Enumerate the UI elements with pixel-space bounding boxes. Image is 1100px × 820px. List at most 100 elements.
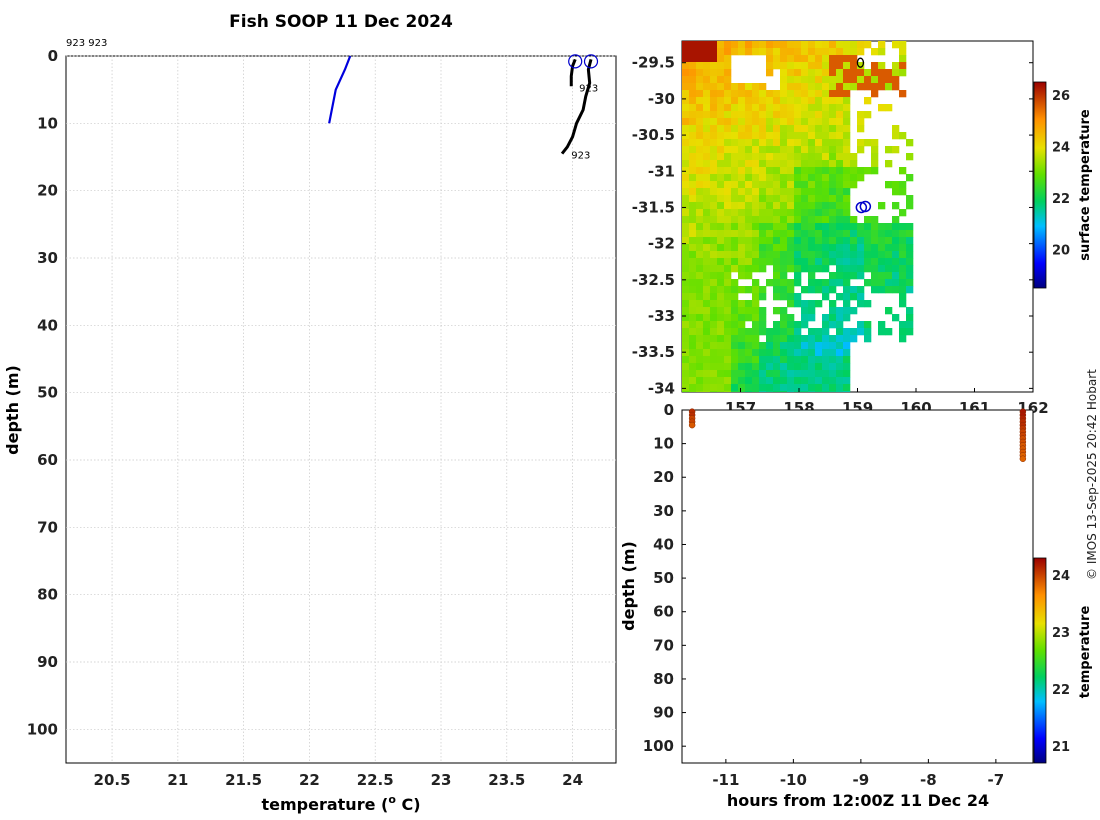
map-sst-cell [808, 202, 816, 210]
map-sst-cell [745, 244, 753, 252]
map-sst-cell [808, 230, 816, 238]
map-sst-cell [780, 335, 788, 343]
map-sst-cell [801, 153, 809, 161]
map-sst-cell [759, 230, 767, 238]
map-sst-cell [745, 202, 753, 210]
map-sst-cell [710, 195, 718, 203]
map-sst-cell [787, 188, 795, 196]
map-sst-cell [843, 160, 851, 168]
map-sst-cell [843, 251, 851, 259]
map-sst-cell [836, 349, 844, 357]
map-sst-cell [794, 321, 802, 329]
depth-time-colorbar-tick: 22 [1052, 683, 1070, 698]
map-sst-cell [738, 174, 746, 182]
map-sst-cell [745, 111, 753, 119]
map-sst-cell [773, 160, 781, 168]
map-sst-cell [808, 125, 816, 133]
map-sst-cell [689, 160, 697, 168]
map-sst-cell [745, 328, 753, 336]
map-sst-cell [836, 202, 844, 210]
map-sst-cell [731, 209, 739, 217]
map-sst-cell [710, 356, 718, 364]
map-sst-cell [836, 132, 844, 140]
map-sst-cell [822, 279, 830, 287]
map-sst-cell [808, 391, 816, 392]
map-sst-cell [682, 83, 690, 91]
map-sst-cell [689, 90, 697, 98]
map-sst-cell [710, 307, 718, 315]
profile-x-tick: 21.5 [225, 771, 262, 789]
map-sst-cell [752, 349, 760, 357]
map-sst-cell [773, 146, 781, 154]
map-sst-cell [836, 328, 844, 336]
map-sst-cell [836, 356, 844, 364]
depth-time-y-tick: 10 [653, 435, 674, 453]
map-sst-cell [808, 83, 816, 91]
map-sst-cell [801, 76, 809, 84]
map-sst-cell [724, 83, 732, 91]
map-sst-cell [780, 132, 788, 140]
map-sst-cell [808, 209, 816, 217]
map-sst-cell [871, 48, 879, 56]
map-sst-cell [829, 83, 837, 91]
map-sst-cell [843, 104, 851, 112]
map-sst-cell [682, 125, 690, 133]
map-sst-cell [829, 160, 837, 168]
map-sst-cell [731, 342, 739, 350]
map-sst-cell [892, 69, 900, 77]
map-sst-cell [682, 146, 690, 154]
map-sst-cell [696, 90, 704, 98]
map-sst-cell [710, 97, 718, 105]
map-sst-cell [829, 370, 837, 378]
map-sst-cell [801, 286, 809, 294]
map-sst-cell [738, 349, 746, 357]
map-sst-cell [801, 314, 809, 322]
map-sst-cell [752, 41, 760, 49]
map-sst-cell [836, 181, 844, 189]
map-sst-cell [829, 230, 837, 238]
map-sst-cell [703, 251, 711, 259]
map-sst-cell [808, 174, 816, 182]
map-sst-cell [899, 237, 907, 245]
map-sst-cell [892, 132, 900, 140]
profile-y-tick: 30 [37, 249, 58, 267]
map-sst-cell [745, 97, 753, 105]
map-sst-cell [731, 111, 739, 119]
map-sst-cell [829, 41, 837, 49]
map-sst-cell [724, 244, 732, 252]
map-sst-cell [780, 41, 788, 49]
map-sst-cell [815, 279, 823, 287]
map-sst-cell [829, 258, 837, 266]
map-sst-cell [808, 384, 816, 392]
map-sst-cell [752, 370, 760, 378]
map-sst-cell [745, 216, 753, 224]
map-sst-cell [843, 216, 851, 224]
map-sst-cell [752, 321, 760, 329]
map-sst-cell [773, 118, 781, 126]
map-sst-cell [710, 55, 718, 63]
map-sst-cell [773, 279, 781, 287]
map-sst-cell [689, 321, 697, 329]
map-sst-cell [857, 167, 865, 175]
map-sst-cell [689, 118, 697, 126]
map-sst-cell [801, 384, 809, 392]
map-sst-cell [864, 223, 872, 231]
map-sst-cell [801, 377, 809, 385]
map-sst-cell [815, 195, 823, 203]
map-sst-cell [850, 258, 858, 266]
map-sst-cell [787, 209, 795, 217]
map-sst-cell [689, 104, 697, 112]
map-sst-cell [766, 370, 774, 378]
map-sst-cell [892, 244, 900, 252]
map-sst-cell [836, 370, 844, 378]
map-sst-cell [724, 41, 732, 49]
map-sst-cell [738, 286, 746, 294]
map-sst-cell [738, 356, 746, 364]
map-sst-cell [759, 181, 767, 189]
map-sst-cell [801, 146, 809, 154]
map-sst-cell [787, 202, 795, 210]
map-sst-cell [829, 384, 837, 392]
map-sst-cell [710, 328, 718, 336]
map-sst-cell [682, 174, 690, 182]
map-sst-cell [808, 118, 816, 126]
